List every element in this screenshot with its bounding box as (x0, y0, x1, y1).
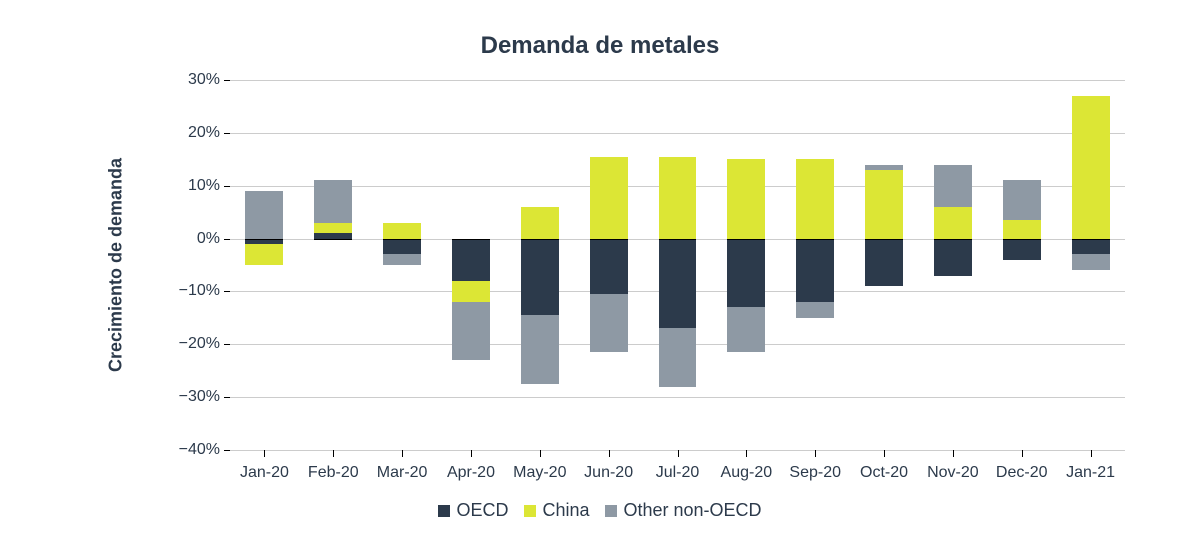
x-tick-label: Mar-20 (377, 464, 428, 482)
bar-segment (1003, 180, 1041, 220)
zero-axis-segment (452, 239, 490, 240)
bar-segment (383, 223, 421, 239)
y-tick-label: 20% (188, 124, 220, 142)
bar-segment (245, 244, 283, 265)
x-tick-label: Feb-20 (308, 464, 359, 482)
x-tick-label: Nov-20 (927, 464, 979, 482)
x-tick-label: Oct-20 (860, 464, 908, 482)
legend-label: OECD (456, 500, 508, 521)
bar-segment (865, 239, 903, 287)
x-tick-label: Sep-20 (789, 464, 841, 482)
zero-axis-segment (1072, 239, 1110, 240)
bar-segment (521, 207, 559, 239)
bar-segment (796, 302, 834, 318)
zero-axis-segment (245, 239, 283, 240)
legend-swatch (438, 505, 450, 517)
chart-title: Demanda de metales (0, 32, 1200, 60)
bar-segment (865, 165, 903, 170)
bar-segment (590, 239, 628, 295)
y-tick-label: −20% (179, 335, 220, 353)
bar-segment (1072, 239, 1110, 255)
gridline (230, 133, 1125, 134)
bar-segment (659, 328, 697, 386)
x-tick-label: Dec-20 (996, 464, 1048, 482)
legend-label: Other non-OECD (623, 500, 761, 521)
x-tick-label: Aug-20 (721, 464, 773, 482)
bar-segment (452, 239, 490, 281)
bar-segment (727, 239, 765, 308)
chart-container: Demanda de metales Crecimiento de demand… (0, 0, 1200, 547)
x-tick-label: May-20 (513, 464, 566, 482)
x-tick-label: Jan-21 (1066, 464, 1115, 482)
zero-axis-segment (590, 239, 628, 240)
bar-segment (1072, 96, 1110, 239)
y-tick-label: −10% (179, 282, 220, 300)
bar-segment (934, 165, 972, 207)
bar-segment (659, 157, 697, 239)
bar-segment (659, 239, 697, 329)
bar-segment (452, 281, 490, 302)
bar-segment (521, 239, 559, 316)
legend-item: OECD (438, 500, 508, 521)
zero-axis-segment (796, 239, 834, 240)
bar-segment (314, 180, 352, 222)
bar-segment (934, 239, 972, 276)
legend-item: Other non-OECD (605, 500, 761, 521)
y-axis-label: Crecimiento de demanda (106, 158, 127, 372)
y-tick-label: 10% (188, 177, 220, 195)
zero-axis-segment (383, 239, 421, 240)
bar-segment (383, 254, 421, 265)
bar-segment (521, 315, 559, 384)
legend: OECD China Other non-OECD (0, 500, 1200, 522)
y-tick-label: −30% (179, 388, 220, 406)
bar-segment (1072, 254, 1110, 270)
zero-axis-segment (314, 239, 352, 240)
bar-segment (1003, 239, 1041, 260)
plot-area: −40%−30%−20%−10%0%10%20%30%Jan-20Feb-20M… (230, 80, 1125, 450)
legend-swatch (524, 505, 536, 517)
x-tick-label: Apr-20 (447, 464, 495, 482)
bar-segment (590, 157, 628, 239)
y-tick-label: −40% (179, 441, 220, 459)
bar-segment (934, 207, 972, 239)
bar-segment (727, 159, 765, 238)
legend-label: China (542, 500, 589, 521)
zero-axis-segment (521, 239, 559, 240)
bar-segment (245, 191, 283, 239)
gridline (230, 397, 1125, 398)
zero-axis-segment (659, 239, 697, 240)
y-tick-label: 0% (197, 230, 220, 248)
gridline (230, 80, 1125, 81)
zero-axis-segment (934, 239, 972, 240)
bar-segment (590, 294, 628, 352)
bar-segment (865, 170, 903, 239)
bar-segment (1003, 220, 1041, 239)
zero-axis-segment (1003, 239, 1041, 240)
bar-segment (796, 239, 834, 302)
bar-segment (452, 302, 490, 360)
legend-item: China (524, 500, 589, 521)
y-tick-label: 30% (188, 71, 220, 89)
bar-segment (796, 159, 834, 238)
zero-axis-segment (865, 239, 903, 240)
bar-segment (314, 223, 352, 234)
legend-swatch (605, 505, 617, 517)
bar-segment (383, 239, 421, 255)
bar-segment (727, 307, 765, 352)
x-tick-label: Jun-20 (584, 464, 633, 482)
x-tick-label: Jan-20 (240, 464, 289, 482)
x-tick-label: Jul-20 (656, 464, 700, 482)
zero-axis-segment (727, 239, 765, 240)
